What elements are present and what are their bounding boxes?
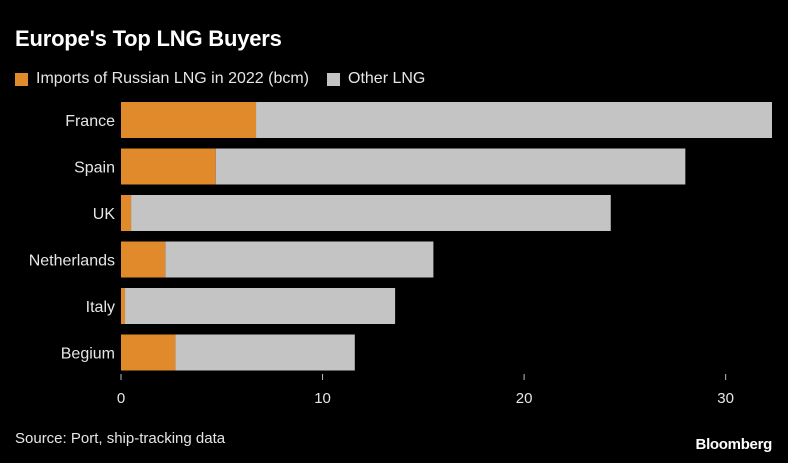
x-tick-label-0: 0 xyxy=(117,390,125,407)
category-label-begium: Begium xyxy=(61,346,115,363)
bloomberg-logo: Bloomberg xyxy=(695,436,773,453)
chart-legend: Imports of Russian LNG in 2022 (bcm) Oth… xyxy=(15,68,443,90)
source-note: Source: Port, ship-tracking data xyxy=(15,430,226,447)
bar-begium-other-lng xyxy=(175,334,355,371)
legend-swatch-other-lng xyxy=(327,72,340,86)
category-label-netherlands: Netherlands xyxy=(29,253,115,270)
bar-begium-russian-lng xyxy=(121,334,176,371)
x-tick-label-20: 20 xyxy=(516,390,533,407)
bar-italy-russian-lng xyxy=(121,288,126,324)
legend-item-other-lng: Other LNG xyxy=(327,70,425,88)
category-label-spain: Spain xyxy=(74,160,115,177)
chart-title: Europe's Top LNG Buyers xyxy=(15,26,282,51)
legend-item-russian-lng: Imports of Russian LNG in 2022 (bcm) xyxy=(15,70,309,88)
bar-france-russian-lng xyxy=(121,102,257,138)
bar-netherlands-russian-lng xyxy=(121,241,166,278)
bar-spain-russian-lng xyxy=(121,148,216,185)
bar-uk-other-lng xyxy=(131,195,611,231)
category-label-france: France xyxy=(65,113,115,130)
category-label-uk: UK xyxy=(93,206,116,223)
x-tick-label-30: 30 xyxy=(717,390,734,407)
legend-label-russian-lng: Imports of Russian LNG in 2022 (bcm) xyxy=(36,70,309,87)
bar-netherlands-other-lng xyxy=(165,241,434,278)
bar-spain-other-lng xyxy=(215,148,686,185)
category-label-italy: Italy xyxy=(86,299,115,316)
legend-swatch-russian-lng xyxy=(15,72,28,86)
legend-label-other-lng: Other LNG xyxy=(348,70,426,87)
bar-uk-russian-lng xyxy=(121,195,132,231)
bar-france-other-lng xyxy=(256,102,773,138)
x-tick-label-10: 10 xyxy=(314,390,331,407)
bar-italy-other-lng xyxy=(125,288,396,324)
